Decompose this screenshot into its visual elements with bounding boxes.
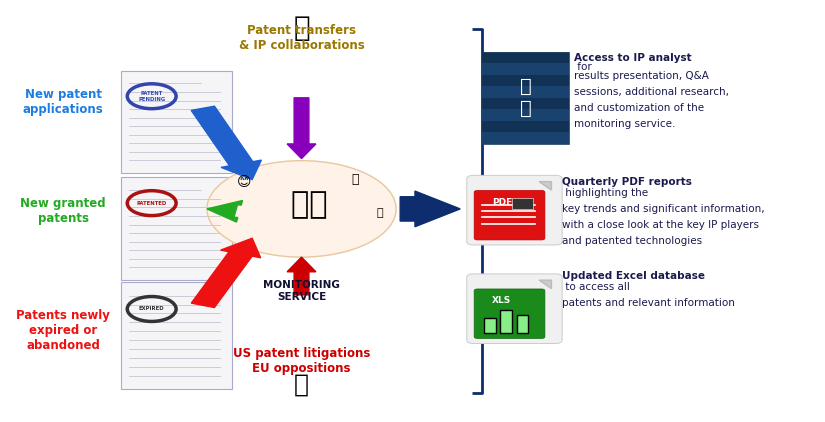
Polygon shape: [191, 106, 262, 179]
Text: PATENTED: PATENTED: [137, 200, 167, 206]
Text: 📊: 📊: [351, 173, 359, 186]
Text: PATENT
PENDING: PATENT PENDING: [138, 91, 165, 102]
Bar: [483, 109, 568, 121]
FancyBboxPatch shape: [474, 289, 544, 338]
Text: 🔨: 🔨: [294, 373, 309, 397]
Bar: [483, 86, 568, 98]
FancyBboxPatch shape: [120, 178, 232, 280]
Text: New granted
patents: New granted patents: [21, 197, 106, 225]
Text: with a close look at the key IP players: with a close look at the key IP players: [562, 220, 759, 230]
Text: 🔵: 🔵: [376, 208, 383, 218]
Text: New patent
applications: New patent applications: [22, 88, 103, 116]
Bar: [483, 121, 568, 133]
Bar: [483, 63, 568, 75]
Text: to access all: to access all: [562, 282, 630, 292]
Text: key trends and significant information,: key trends and significant information,: [562, 204, 765, 214]
Text: EXPIRED: EXPIRED: [139, 306, 164, 311]
Text: 🧑‍💻: 🧑‍💻: [291, 190, 328, 219]
Bar: [483, 52, 568, 63]
FancyBboxPatch shape: [474, 190, 544, 240]
Text: results presentation, Q&A: results presentation, Q&A: [574, 71, 710, 81]
Bar: [483, 75, 568, 86]
Text: patents and relevant information: patents and relevant information: [562, 298, 735, 308]
Polygon shape: [207, 200, 243, 222]
Text: XLS: XLS: [493, 296, 512, 305]
FancyBboxPatch shape: [517, 315, 529, 333]
Text: 🤝: 🤝: [293, 14, 310, 42]
Polygon shape: [287, 257, 316, 295]
Text: Access to IP analyst: Access to IP analyst: [574, 53, 692, 63]
Bar: [483, 98, 568, 109]
Text: and customization of the: and customization of the: [574, 103, 705, 113]
Polygon shape: [400, 191, 460, 227]
FancyBboxPatch shape: [120, 70, 232, 173]
Text: 👤
📊: 👤 📊: [520, 77, 531, 118]
Text: and patented technologies: and patented technologies: [562, 236, 702, 246]
Text: 😊: 😊: [237, 175, 251, 189]
Polygon shape: [287, 98, 316, 159]
Text: Patent transfers
& IP collaborations: Patent transfers & IP collaborations: [238, 24, 365, 52]
Text: PDF: PDF: [493, 197, 512, 207]
Text: sessions, additional research,: sessions, additional research,: [574, 87, 729, 97]
Text: monitoring service.: monitoring service.: [574, 119, 676, 129]
Circle shape: [207, 161, 396, 257]
Text: for: for: [574, 62, 592, 72]
Text: Updated Excel database: Updated Excel database: [562, 271, 705, 281]
Text: Quarterly PDF reports: Quarterly PDF reports: [562, 177, 692, 187]
Polygon shape: [539, 280, 551, 289]
FancyBboxPatch shape: [483, 52, 568, 144]
FancyBboxPatch shape: [501, 309, 512, 333]
FancyBboxPatch shape: [467, 274, 562, 344]
Text: US patent litigations
EU oppositions: US patent litigations EU oppositions: [233, 347, 370, 375]
Polygon shape: [191, 238, 261, 308]
Text: Patents newly
expired or
abandoned: Patents newly expired or abandoned: [16, 309, 110, 352]
Text: highlighting the: highlighting the: [562, 188, 648, 198]
FancyBboxPatch shape: [467, 176, 562, 245]
FancyBboxPatch shape: [512, 198, 534, 209]
Bar: [483, 133, 568, 144]
Polygon shape: [539, 181, 551, 190]
FancyBboxPatch shape: [120, 282, 232, 389]
FancyBboxPatch shape: [484, 318, 496, 333]
Text: MONITORING
SERVICE: MONITORING SERVICE: [263, 280, 340, 302]
